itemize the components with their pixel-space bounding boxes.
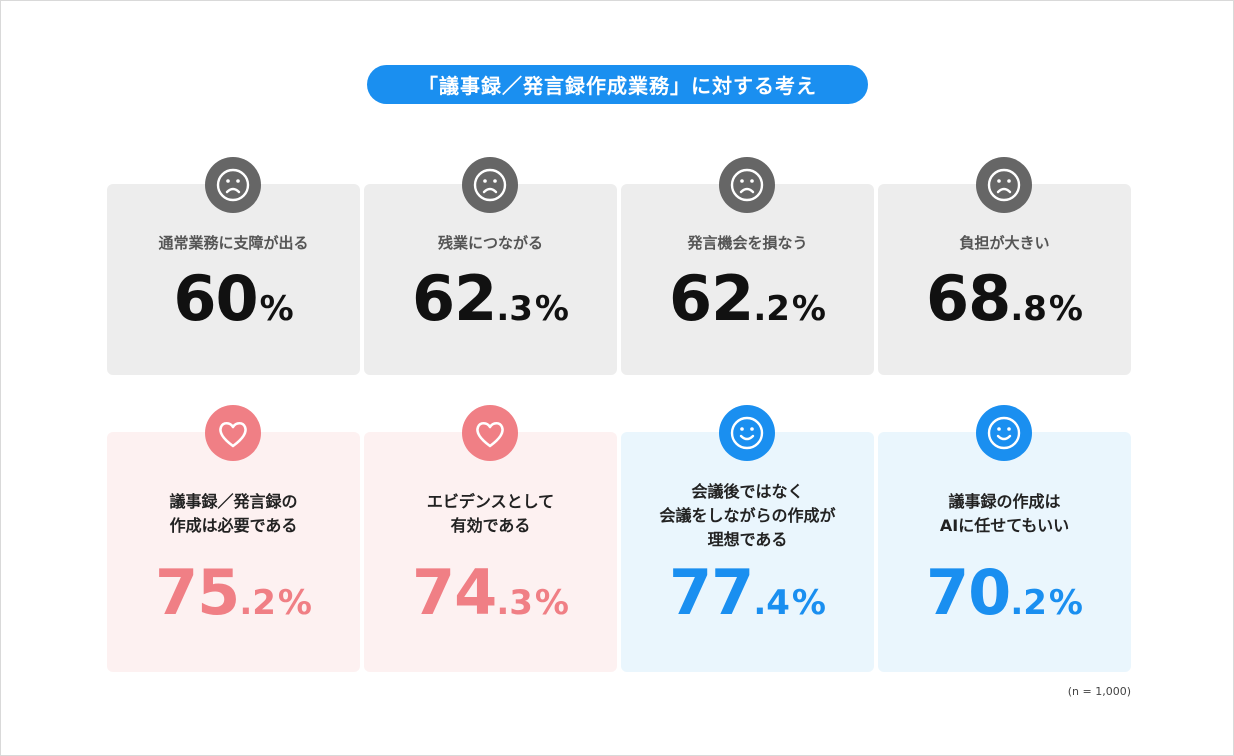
stat-value-integer: 68 <box>926 262 1011 335</box>
stat-label: 負担が大きい <box>878 232 1131 253</box>
stat-value-integer: 62 <box>669 262 754 335</box>
sample-size-note: (n = 1,000) <box>1067 685 1131 698</box>
stat-label: 発言機会を損なう <box>621 232 874 253</box>
stat-label-line: 理想である <box>707 530 788 549</box>
stat-value: 62.3% <box>364 262 617 335</box>
stat-value-decimal: .2 <box>753 289 790 329</box>
stat-value-unit: % <box>259 289 294 329</box>
stat-value-decimal: .3 <box>496 583 533 623</box>
stat-card: 議事録／発言録の 作成は必要である 75.2% <box>107 432 360 672</box>
stat-label-line: 議事録／発言録の <box>169 492 298 511</box>
stat-label: 通常業務に支障が出る <box>107 232 360 253</box>
stat-value: 77.4% <box>621 556 874 629</box>
stat-card: 負担が大きい 68.8% <box>878 184 1131 375</box>
sad-face-icon <box>976 157 1032 213</box>
stat-label-line: 通常業務に支障が出る <box>158 234 309 252</box>
sad-face-icon <box>462 157 518 213</box>
sad-face-icon <box>205 157 261 213</box>
heart-icon <box>462 405 518 461</box>
stat-value-unit: % <box>534 583 569 623</box>
stat-label-line: エビデンスとして <box>426 492 555 511</box>
stat-value: 74.3% <box>364 556 617 629</box>
stat-value-unit: % <box>1048 583 1083 623</box>
stat-label-line: 残業につながる <box>437 234 543 252</box>
stat-label: 残業につながる <box>364 232 617 253</box>
stat-value-unit: % <box>791 289 826 329</box>
stat-card: 議事録の作成は AIに任せてもいい 70.2% <box>878 432 1131 672</box>
stat-value-unit: % <box>1048 289 1083 329</box>
stat-label-line: 議事録の作成は <box>948 492 1061 511</box>
heart-icon <box>205 405 261 461</box>
stat-value-integer: 75 <box>155 556 240 629</box>
stat-value-decimal: .2 <box>1010 583 1047 623</box>
smile-face-icon <box>719 405 775 461</box>
chart-title: 「議事録／発言録作成業務」に対する考え <box>367 65 868 104</box>
stat-card: 発言機会を損なう 62.2% <box>621 184 874 375</box>
stat-value-decimal: .2 <box>239 583 276 623</box>
stat-value-unit: % <box>277 583 312 623</box>
stat-label-line: 負担が大きい <box>959 234 1050 252</box>
stat-label-line: 有効である <box>450 516 531 535</box>
stat-value-integer: 70 <box>926 556 1011 629</box>
stat-value-decimal: .8 <box>1010 289 1047 329</box>
stat-label: エビデンスとして 有効である <box>364 490 617 538</box>
stat-card: 会議後ではなく 会議をしながらの作成が 理想である 77.4% <box>621 432 874 672</box>
stat-value: 60% <box>107 262 360 335</box>
stat-label-line: 会議後ではなく <box>691 482 804 501</box>
stat-label-line: AIに任せてもいい <box>939 516 1070 535</box>
stat-value-decimal: .3 <box>496 289 533 329</box>
stat-value-integer: 77 <box>669 556 754 629</box>
stat-label: 議事録／発言録の 作成は必要である <box>107 490 360 538</box>
stat-value: 68.8% <box>878 262 1131 335</box>
stat-label: 議事録の作成は AIに任せてもいい <box>878 490 1131 538</box>
stat-card: エビデンスとして 有効である 74.3% <box>364 432 617 672</box>
smile-face-icon <box>976 405 1032 461</box>
stat-value-integer: 60 <box>173 262 258 335</box>
stat-value: 62.2% <box>621 262 874 335</box>
stat-value-decimal: .4 <box>753 583 790 623</box>
sad-face-icon <box>719 157 775 213</box>
stat-label-line: 作成は必要である <box>169 516 298 535</box>
stat-value-unit: % <box>791 583 826 623</box>
stat-label-line: 発言機会を損なう <box>687 234 808 252</box>
stat-card: 通常業務に支障が出る 60% <box>107 184 360 375</box>
stat-value-unit: % <box>534 289 569 329</box>
stat-label: 会議後ではなく会議をしながらの作成が 理想である <box>621 480 874 552</box>
stat-card: 残業につながる 62.3% <box>364 184 617 375</box>
stat-value-integer: 62 <box>412 262 497 335</box>
stat-value: 75.2% <box>107 556 360 629</box>
stat-value-integer: 74 <box>412 556 497 629</box>
stat-label-line: 会議をしながらの作成が <box>659 506 836 525</box>
stat-value: 70.2% <box>878 556 1131 629</box>
